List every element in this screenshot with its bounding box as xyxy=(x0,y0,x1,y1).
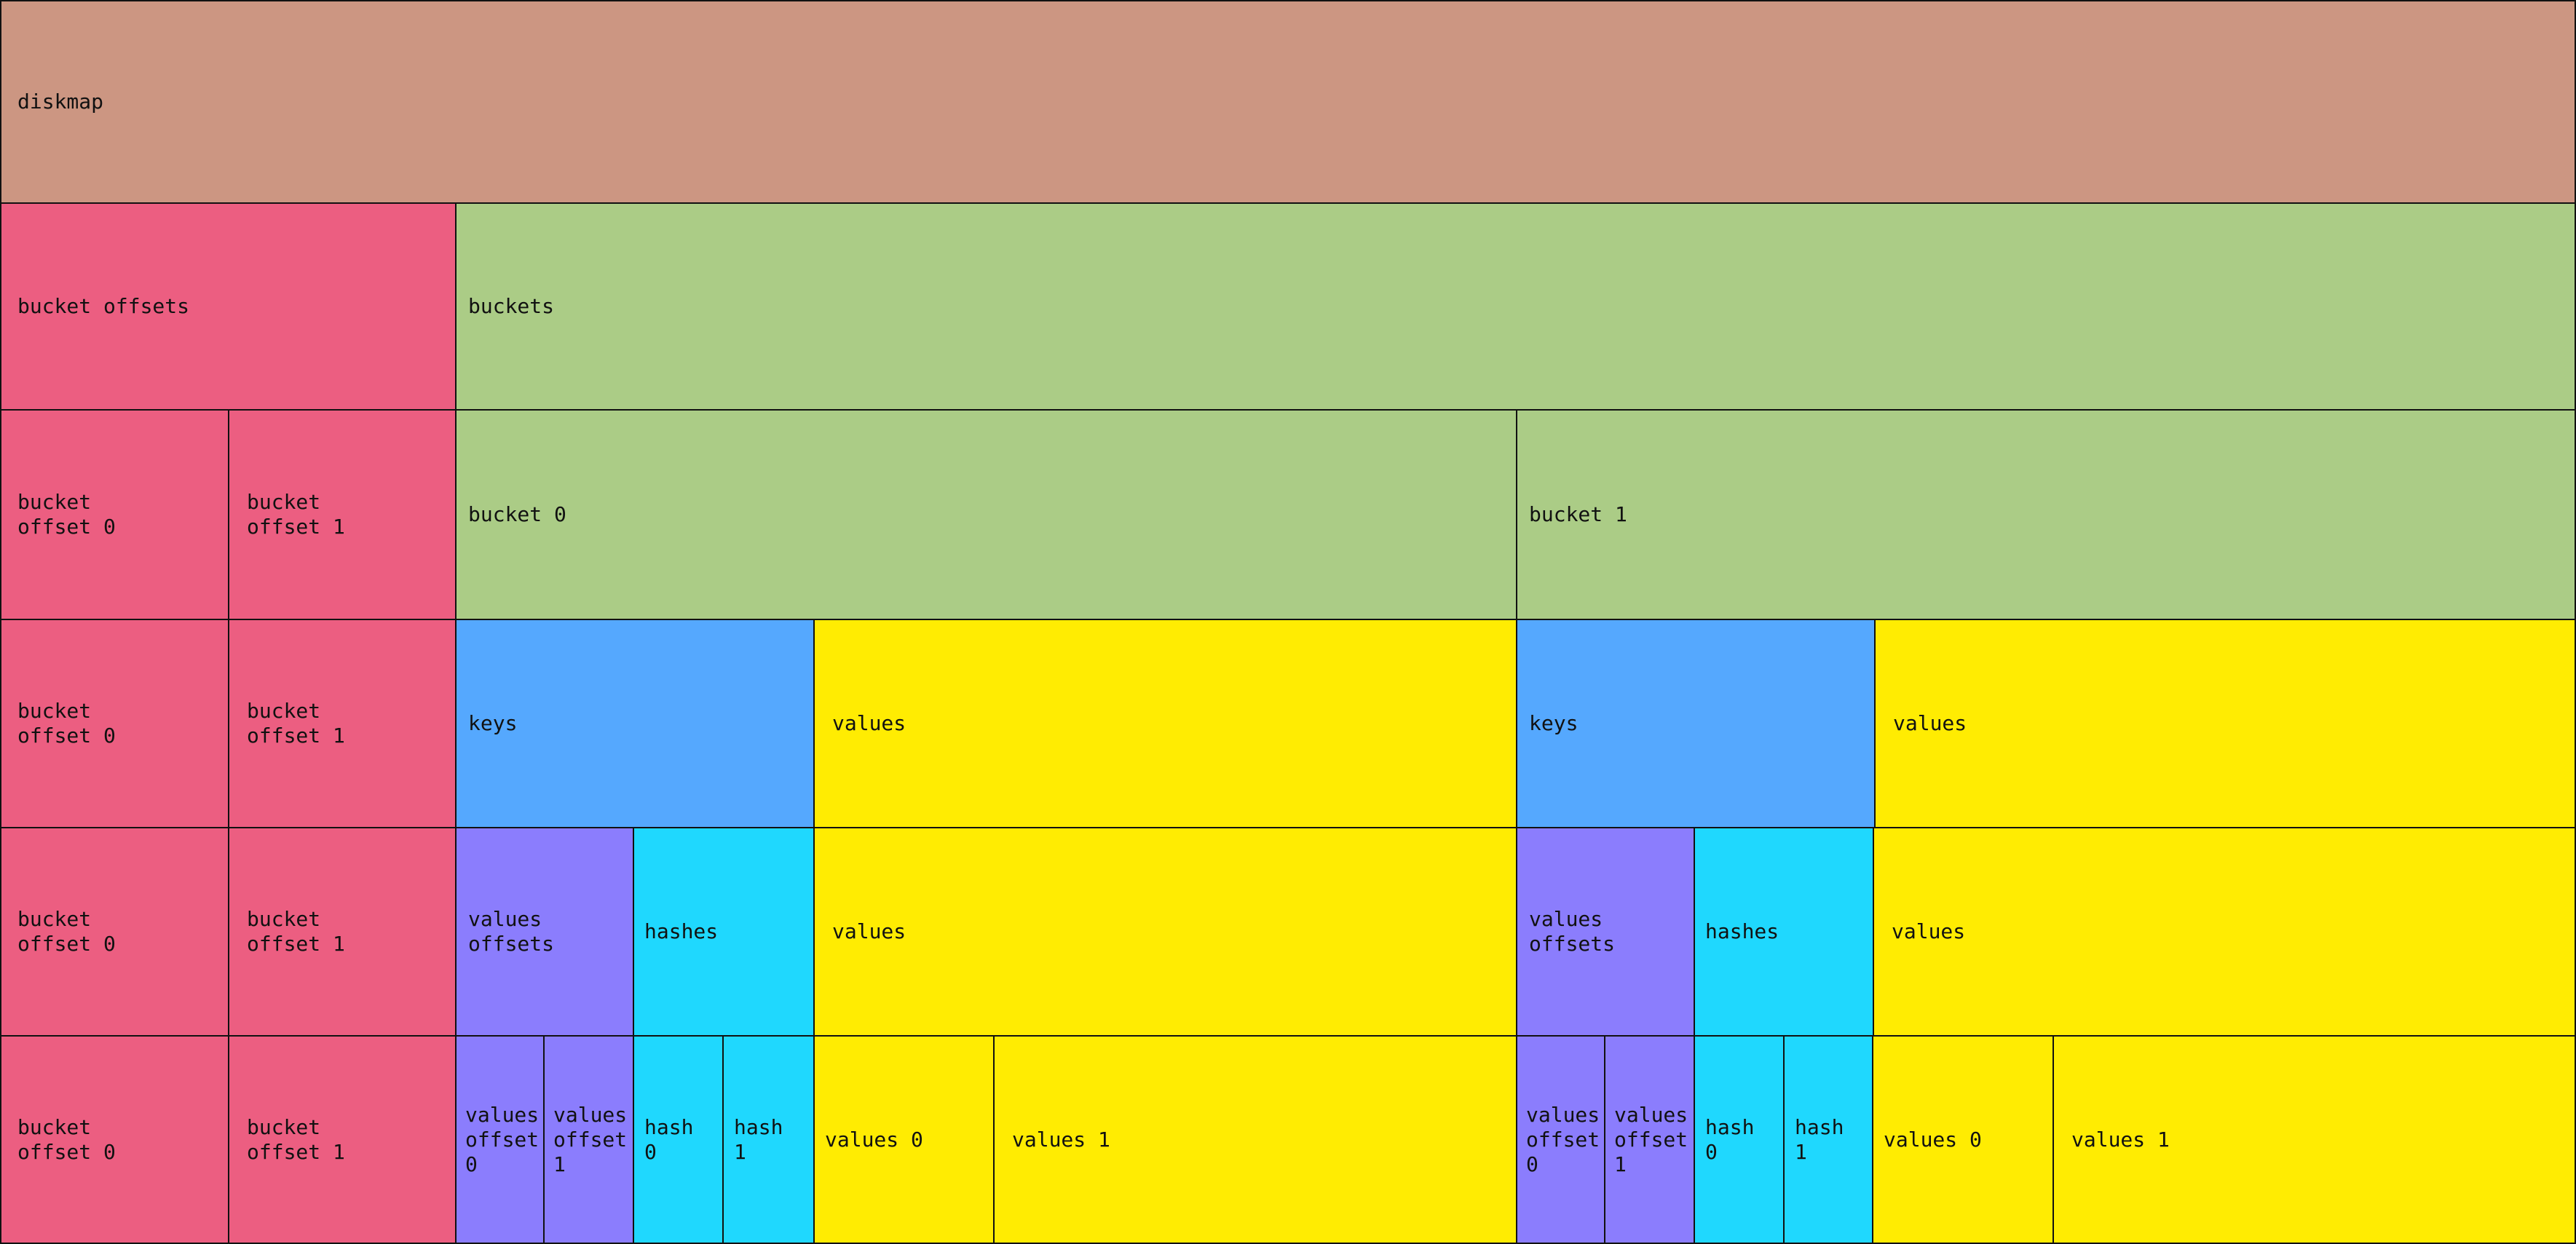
values-offset-1-block: values offset 1 xyxy=(1604,1035,1695,1244)
block-label: bucket 0 xyxy=(468,502,566,526)
values-block: values xyxy=(1873,827,2576,1037)
keys-block: keys xyxy=(1516,619,1876,828)
values-block: values xyxy=(813,619,1517,828)
values-offset-0-block: values offset 0 xyxy=(1516,1035,1605,1244)
hash-0-block: hash 0 xyxy=(1694,1035,1785,1244)
block-label: values xyxy=(832,919,906,943)
values-offset-0-block: values offset 0 xyxy=(455,1035,545,1244)
block-label: bucket offset 1 xyxy=(247,699,345,748)
block-label: values offsets xyxy=(468,907,555,956)
bucket-offset-0-block: bucket offset 0 xyxy=(0,827,229,1037)
block-label: values 0 xyxy=(825,1127,923,1152)
block-label: hashes xyxy=(644,919,719,943)
block-label: values offset 1 xyxy=(553,1102,628,1176)
values-offsets-block: values offsets xyxy=(1516,827,1695,1037)
block-label: hash 1 xyxy=(1795,1114,1844,1164)
block-label: bucket offset 1 xyxy=(247,490,345,539)
bucket-offset-0-block: bucket offset 0 xyxy=(0,409,229,620)
values-1-block: values 1 xyxy=(2052,1035,2576,1244)
block-label: bucket offsets xyxy=(17,294,190,318)
hashes-block: hashes xyxy=(1694,827,1874,1037)
block-label: bucket offset 0 xyxy=(17,490,116,539)
block-label: hash 1 xyxy=(734,1114,783,1164)
bucket-1-block: bucket 1 xyxy=(1516,409,2576,620)
block-label: diskmap xyxy=(17,90,104,114)
bucket-offset-1-block: bucket offset 1 xyxy=(228,619,457,828)
bucket-offset-0-block: bucket offset 0 xyxy=(0,619,229,828)
hash-1-block: hash 1 xyxy=(722,1035,815,1244)
buckets-block: buckets xyxy=(455,202,2576,411)
values-offsets-block: values offsets xyxy=(455,827,634,1037)
block-label: bucket 1 xyxy=(1529,502,1627,526)
diskmap-block: diskmap xyxy=(0,0,2576,204)
values-0-block: values 0 xyxy=(813,1035,995,1244)
block-label: bucket offset 0 xyxy=(17,907,116,956)
block-label: keys xyxy=(468,711,518,735)
keys-block: keys xyxy=(455,619,815,828)
block-label: values xyxy=(1893,711,1967,735)
bucket-offset-1-block: bucket offset 1 xyxy=(228,409,457,620)
block-label: values offset 0 xyxy=(465,1102,540,1176)
block-label: values xyxy=(1892,919,1966,943)
values-1-block: values 1 xyxy=(993,1035,1517,1244)
bucket-offset-1-block: bucket offset 1 xyxy=(228,1035,457,1244)
hash-1-block: hash 1 xyxy=(1783,1035,1873,1244)
bucket-offsets-block: bucket offsets xyxy=(0,202,457,411)
block-label: hash 0 xyxy=(644,1114,694,1164)
values-block: values xyxy=(1874,619,2576,828)
values-0-block: values 0 xyxy=(1872,1035,2054,1244)
values-block: values xyxy=(813,827,1517,1037)
bucket-offset-0-block: bucket offset 0 xyxy=(0,1035,229,1244)
block-label: values 0 xyxy=(1884,1127,1982,1152)
bucket-offset-1-block: bucket offset 1 xyxy=(228,827,457,1037)
block-label: values offsets xyxy=(1529,907,1616,956)
block-label: bucket offset 0 xyxy=(17,1114,116,1164)
hash-0-block: hash 0 xyxy=(633,1035,724,1244)
block-label: bucket offset 1 xyxy=(247,907,345,956)
block-label: bucket offset 0 xyxy=(17,699,116,748)
block-label: buckets xyxy=(468,294,555,318)
bucket-0-block: bucket 0 xyxy=(455,409,1517,620)
block-label: hashes xyxy=(1705,919,1779,943)
block-label: values xyxy=(832,711,906,735)
block-label: bucket offset 1 xyxy=(247,1114,345,1164)
values-offset-1-block: values offset 1 xyxy=(543,1035,634,1244)
block-label: values 1 xyxy=(1012,1127,1110,1152)
hashes-block: hashes xyxy=(633,827,815,1037)
block-label: keys xyxy=(1529,711,1579,735)
block-label: values offset 1 xyxy=(1614,1102,1688,1176)
block-label: values 1 xyxy=(2071,1127,2170,1152)
block-label: values offset 0 xyxy=(1526,1102,1600,1176)
block-label: hash 0 xyxy=(1705,1114,1755,1164)
